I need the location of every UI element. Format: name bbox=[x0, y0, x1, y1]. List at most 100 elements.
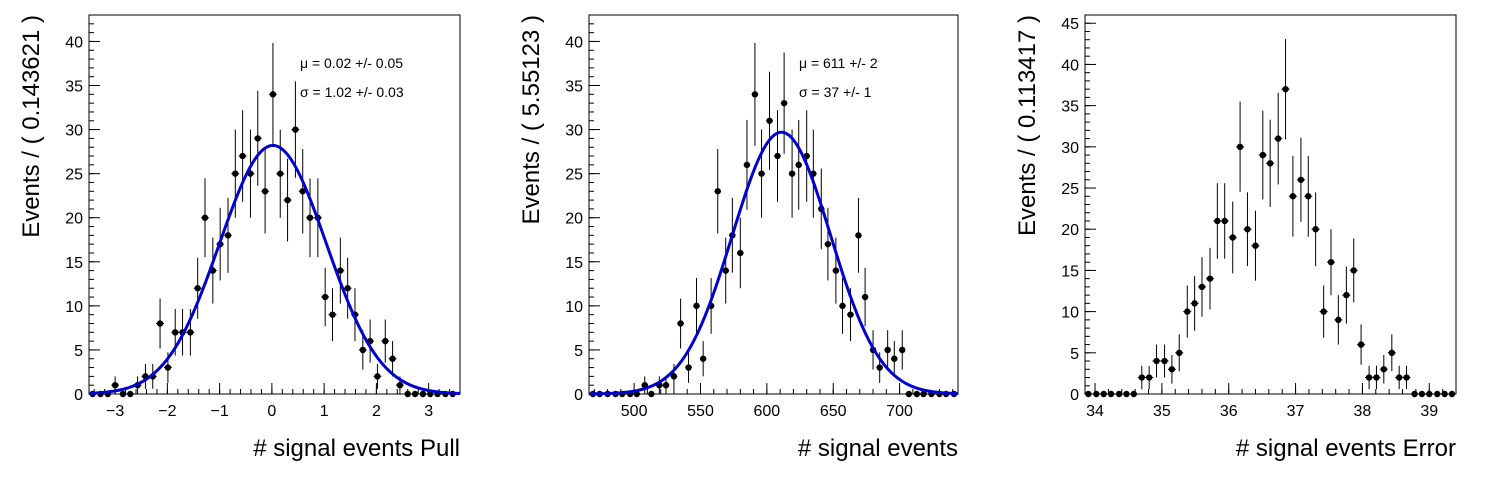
data-point bbox=[1122, 390, 1131, 398]
data-point bbox=[126, 390, 135, 398]
data-point bbox=[238, 110, 247, 202]
data-point bbox=[1099, 390, 1108, 398]
data-point bbox=[418, 390, 427, 398]
data-marker bbox=[839, 302, 846, 310]
x-tick-label: 500 bbox=[621, 403, 648, 420]
data-point bbox=[373, 363, 382, 389]
data-point bbox=[1357, 324, 1366, 365]
x-tick-label: 35 bbox=[1153, 403, 1171, 420]
data-marker bbox=[677, 320, 684, 327]
x-tick-label: 2 bbox=[372, 403, 381, 420]
data-marker bbox=[232, 170, 239, 177]
data-marker bbox=[127, 390, 134, 398]
x-axis-title: # signal events bbox=[798, 435, 958, 462]
data-marker bbox=[1282, 85, 1289, 93]
data-point bbox=[1326, 229, 1336, 296]
data-marker bbox=[306, 214, 314, 221]
data-marker bbox=[693, 302, 700, 310]
data-point bbox=[905, 390, 913, 398]
data-marker bbox=[1335, 316, 1342, 324]
x-tick-label: 0 bbox=[267, 403, 276, 420]
y-tick-label: 10 bbox=[65, 299, 83, 316]
data-marker bbox=[1320, 308, 1327, 315]
fit-parameter-label: σ = 37 +/- 1 bbox=[799, 84, 872, 100]
data-point bbox=[1402, 365, 1411, 390]
data-marker bbox=[920, 390, 927, 398]
x-axis-title: # signal events Error bbox=[1236, 435, 1456, 462]
plot-frame bbox=[88, 14, 461, 395]
data-point bbox=[714, 149, 722, 234]
data-point bbox=[1395, 365, 1404, 390]
data-marker bbox=[1380, 366, 1388, 373]
fit-parameter-label: μ = 611 +/- 2 bbox=[799, 55, 878, 71]
data-point bbox=[1129, 390, 1138, 398]
x-tick-label: 38 bbox=[1354, 403, 1372, 420]
data-point bbox=[1190, 276, 1199, 331]
data-marker bbox=[194, 285, 201, 292]
y-tick-label: 25 bbox=[565, 167, 583, 184]
data-point bbox=[677, 298, 684, 349]
data-point bbox=[1319, 285, 1328, 338]
data-marker bbox=[359, 346, 367, 354]
data-point bbox=[1084, 390, 1093, 398]
data-marker bbox=[1138, 374, 1146, 381]
y-tick-label: 30 bbox=[65, 123, 83, 140]
data-point bbox=[1304, 155, 1313, 237]
data-marker bbox=[1100, 390, 1107, 398]
data-point bbox=[898, 330, 906, 370]
data-marker bbox=[1123, 390, 1130, 398]
data-point bbox=[381, 319, 390, 363]
data-point bbox=[722, 237, 730, 304]
data-point bbox=[328, 288, 337, 342]
data-point bbox=[1205, 247, 1215, 310]
data-marker bbox=[224, 232, 232, 239]
x-tick-label: 550 bbox=[687, 403, 714, 420]
data-marker bbox=[788, 170, 796, 177]
y-tick-label: 40 bbox=[565, 34, 583, 51]
data-point bbox=[1281, 39, 1290, 140]
data-point bbox=[1440, 390, 1449, 398]
data-marker bbox=[284, 196, 291, 204]
data-point bbox=[1372, 365, 1381, 390]
data-marker bbox=[269, 91, 277, 98]
data-marker bbox=[1259, 151, 1267, 159]
data-marker bbox=[1252, 242, 1259, 249]
data-point bbox=[861, 267, 869, 327]
data-point bbox=[119, 390, 127, 398]
data-point bbox=[920, 390, 927, 398]
data-marker bbox=[1206, 275, 1214, 282]
data-marker bbox=[766, 117, 773, 124]
y-axis-title: Events / ( 0.143621 ) bbox=[18, 15, 45, 238]
data-marker bbox=[1244, 226, 1251, 233]
data-marker bbox=[1441, 390, 1448, 398]
data-point bbox=[193, 257, 202, 319]
data-marker bbox=[1305, 193, 1312, 200]
data-point bbox=[1220, 183, 1229, 259]
data-marker bbox=[1365, 374, 1373, 381]
data-marker bbox=[1161, 357, 1168, 365]
data-point bbox=[736, 217, 744, 289]
data-marker bbox=[396, 381, 404, 389]
y-tick-label: 0 bbox=[1070, 387, 1079, 404]
data-point bbox=[321, 267, 330, 327]
data-marker bbox=[374, 373, 381, 380]
data-point bbox=[283, 158, 292, 242]
data-marker bbox=[774, 152, 781, 160]
data-marker bbox=[292, 126, 299, 133]
data-marker bbox=[321, 293, 329, 301]
data-point bbox=[1152, 344, 1161, 378]
data-marker bbox=[795, 161, 802, 169]
plot-frame bbox=[588, 14, 959, 395]
data-marker bbox=[1343, 291, 1350, 299]
data-marker bbox=[299, 188, 306, 195]
data-marker bbox=[1085, 390, 1092, 398]
chart-panel-3: 34 35 36 37 38 39 0 5 10 15 20 25 30 35 40 45 # signal e… bbox=[1014, 14, 1457, 462]
data-point bbox=[201, 178, 209, 258]
data-marker bbox=[1229, 234, 1236, 241]
data-marker bbox=[404, 390, 411, 398]
data-point bbox=[1417, 390, 1426, 398]
data-point bbox=[1379, 355, 1388, 384]
data-marker bbox=[891, 355, 898, 362]
data-point bbox=[1243, 192, 1252, 267]
data-marker bbox=[1107, 390, 1115, 398]
